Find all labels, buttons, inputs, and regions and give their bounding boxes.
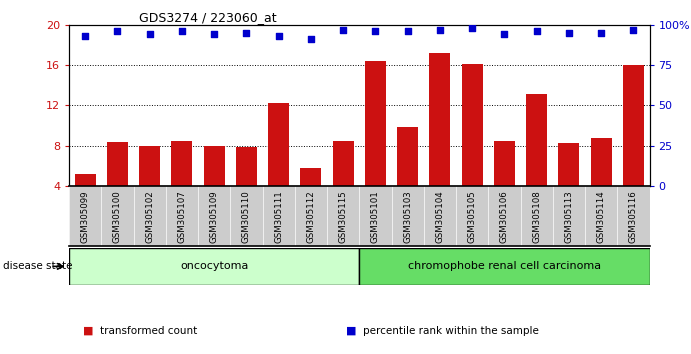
Bar: [107, 142, 128, 186]
Bar: [332, 141, 354, 186]
Text: GSM305103: GSM305103: [403, 191, 413, 244]
Bar: [558, 143, 579, 186]
Point: [176, 28, 187, 34]
Point: [628, 27, 639, 33]
Text: GSM305106: GSM305106: [500, 191, 509, 244]
Point: [435, 27, 446, 33]
Text: chromophobe renal cell carcinoma: chromophobe renal cell carcinoma: [408, 261, 601, 272]
Point: [144, 32, 155, 37]
Text: GSM305111: GSM305111: [274, 191, 283, 244]
Bar: [494, 141, 515, 186]
Bar: [69, 248, 359, 285]
Point: [563, 30, 574, 36]
Point: [499, 32, 510, 37]
Bar: [359, 248, 650, 285]
Point: [209, 32, 220, 37]
Text: GSM305116: GSM305116: [629, 191, 638, 244]
Text: percentile rank within the sample: percentile rank within the sample: [363, 326, 539, 336]
Bar: [462, 64, 482, 186]
Text: transformed count: transformed count: [100, 326, 198, 336]
Text: disease state: disease state: [3, 261, 73, 272]
Text: GSM305099: GSM305099: [81, 191, 90, 243]
Point: [273, 33, 284, 39]
Bar: [301, 168, 321, 186]
Point: [402, 28, 413, 34]
Bar: [171, 141, 192, 186]
Point: [370, 28, 381, 34]
Point: [338, 27, 349, 33]
Text: GSM305110: GSM305110: [242, 191, 251, 244]
Text: GSM305100: GSM305100: [113, 191, 122, 244]
Text: ■: ■: [346, 326, 356, 336]
Bar: [139, 145, 160, 186]
Text: GSM305112: GSM305112: [306, 191, 316, 244]
Bar: [591, 137, 612, 186]
Text: GSM305114: GSM305114: [596, 191, 606, 244]
Bar: [365, 61, 386, 186]
Text: GSM305115: GSM305115: [339, 191, 348, 244]
Bar: [397, 127, 418, 186]
Text: GSM305113: GSM305113: [565, 191, 574, 244]
Text: ■: ■: [83, 326, 93, 336]
Point: [596, 30, 607, 36]
Text: oncocytoma: oncocytoma: [180, 261, 248, 272]
Point: [241, 30, 252, 36]
Text: GSM305104: GSM305104: [435, 191, 444, 244]
Text: GSM305108: GSM305108: [532, 191, 541, 244]
Bar: [526, 94, 547, 186]
Bar: [204, 145, 225, 186]
Bar: [236, 147, 257, 186]
Point: [112, 28, 123, 34]
Point: [531, 28, 542, 34]
Text: GSM305105: GSM305105: [468, 191, 477, 244]
Point: [79, 33, 91, 39]
Text: GSM305102: GSM305102: [145, 191, 154, 244]
Bar: [429, 53, 451, 186]
Point: [466, 25, 477, 31]
Text: GSM305107: GSM305107: [178, 191, 187, 244]
Bar: [623, 65, 644, 186]
Bar: [75, 174, 95, 186]
Point: [305, 36, 316, 42]
Text: GSM305109: GSM305109: [209, 191, 219, 243]
Text: GDS3274 / 223060_at: GDS3274 / 223060_at: [139, 11, 276, 24]
Bar: [268, 103, 289, 186]
Text: GSM305101: GSM305101: [371, 191, 380, 244]
